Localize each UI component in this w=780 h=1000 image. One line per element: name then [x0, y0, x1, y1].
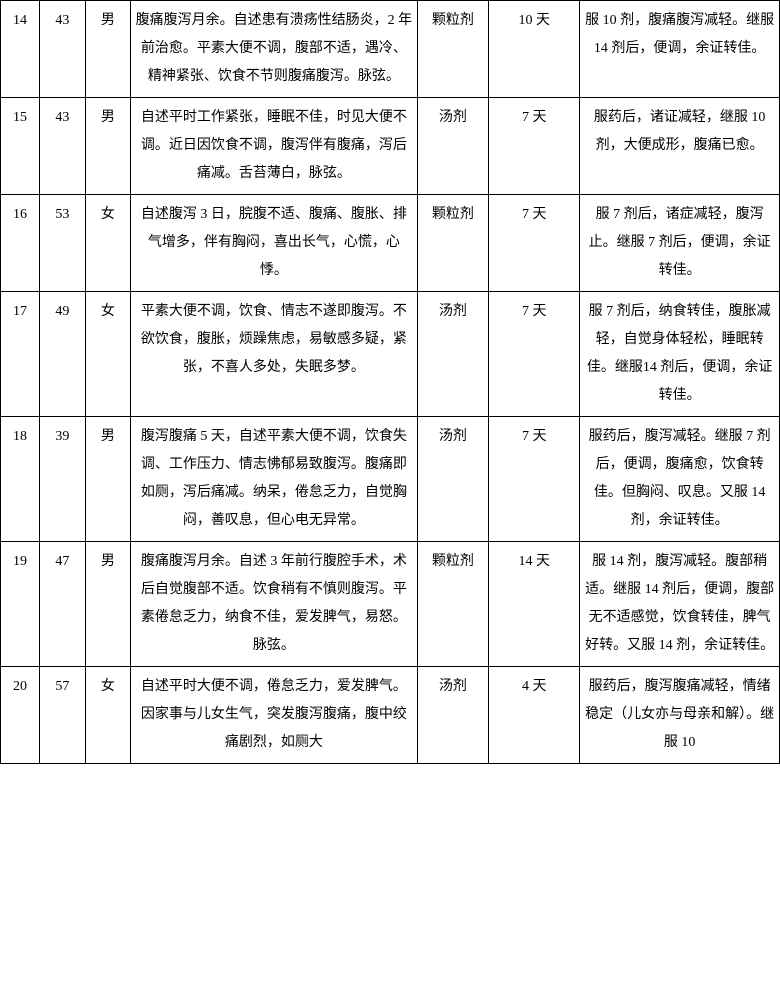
cell-outcome: 服药后，腹泻减轻。继服 7 剂后，便调，腹痛愈，饮食转佳。但胸闷、叹息。又服 1… — [580, 417, 780, 542]
cell-age: 39 — [40, 417, 86, 542]
cell-days: 4 天 — [489, 667, 580, 764]
cell-no: 17 — [1, 292, 40, 417]
cell-age: 53 — [40, 195, 86, 292]
cell-days: 7 天 — [489, 292, 580, 417]
cell-sex: 女 — [85, 292, 131, 417]
cell-form: 汤剂 — [417, 292, 489, 417]
cell-no: 20 — [1, 667, 40, 764]
cell-form: 汤剂 — [417, 417, 489, 542]
table-row: 1947男腹痛腹泻月余。自述 3 年前行腹腔手术，术后自觉腹部不适。饮食稍有不慎… — [1, 542, 780, 667]
table-row: 1839男腹泻腹痛 5 天，自述平素大便不调，饮食失调、工作压力、情志怫郁易致腹… — [1, 417, 780, 542]
cell-outcome: 服药后，诸证减轻，继服 10 剂，大便成形，腹痛已愈。 — [580, 98, 780, 195]
cell-sex: 男 — [85, 542, 131, 667]
cell-days: 10 天 — [489, 1, 580, 98]
clinical-cases-table: 1443男腹痛腹泻月余。自述患有溃疡性结肠炎，2 年前治愈。平素大便不调，腹部不… — [0, 0, 780, 764]
table-row: 1543男自述平时工作紧张，睡眠不佳，时见大便不调。近日因饮食不调，腹泻伴有腹痛… — [1, 98, 780, 195]
cell-form: 汤剂 — [417, 98, 489, 195]
cell-sex: 男 — [85, 1, 131, 98]
table-row: 2057女自述平时大便不调，倦怠乏力，爱发脾气。因家事与儿女生气，突发腹泻腹痛，… — [1, 667, 780, 764]
cell-no: 15 — [1, 98, 40, 195]
cell-age: 43 — [40, 1, 86, 98]
cell-desc: 自述腹泻 3 日，脘腹不适、腹痛、腹胀、排气增多，伴有胸闷，喜出长气，心慌，心悸… — [131, 195, 417, 292]
cell-form: 颗粒剂 — [417, 542, 489, 667]
cell-desc: 腹泻腹痛 5 天，自述平素大便不调，饮食失调、工作压力、情志怫郁易致腹泻。腹痛即… — [131, 417, 417, 542]
cell-desc: 腹痛腹泻月余。自述患有溃疡性结肠炎，2 年前治愈。平素大便不调，腹部不适，遇冷、… — [131, 1, 417, 98]
cell-no: 16 — [1, 195, 40, 292]
cell-sex: 女 — [85, 667, 131, 764]
cell-outcome: 服 7 剂后，诸症减轻，腹泻止。继服 7 剂后，便调，余证转佳。 — [580, 195, 780, 292]
cell-no: 19 — [1, 542, 40, 667]
cell-outcome: 服药后，腹泻腹痛减轻，情绪稳定（儿女亦与母亲和解）。继服 10 — [580, 667, 780, 764]
cell-form: 颗粒剂 — [417, 1, 489, 98]
cell-days: 7 天 — [489, 417, 580, 542]
cell-age: 49 — [40, 292, 86, 417]
cell-no: 14 — [1, 1, 40, 98]
cell-form: 颗粒剂 — [417, 195, 489, 292]
cell-outcome: 服 14 剂，腹泻减轻。腹部稍适。继服 14 剂后，便调，腹部无不适感觉，饮食转… — [580, 542, 780, 667]
cell-days: 14 天 — [489, 542, 580, 667]
cell-sex: 男 — [85, 98, 131, 195]
table-row: 1653女自述腹泻 3 日，脘腹不适、腹痛、腹胀、排气增多，伴有胸闷，喜出长气，… — [1, 195, 780, 292]
cell-desc: 腹痛腹泻月余。自述 3 年前行腹腔手术，术后自觉腹部不适。饮食稍有不慎则腹泻。平… — [131, 542, 417, 667]
page-container: 1443男腹痛腹泻月余。自述患有溃疡性结肠炎，2 年前治愈。平素大便不调，腹部不… — [0, 0, 780, 764]
cell-desc: 自述平时工作紧张，睡眠不佳，时见大便不调。近日因饮食不调，腹泻伴有腹痛，泻后痛减… — [131, 98, 417, 195]
cell-age: 43 — [40, 98, 86, 195]
cell-age: 57 — [40, 667, 86, 764]
cell-days: 7 天 — [489, 98, 580, 195]
cell-no: 18 — [1, 417, 40, 542]
table-row: 1749女平素大便不调，饮食、情志不遂即腹泻。不欲饮食，腹胀，烦躁焦虑，易敏感多… — [1, 292, 780, 417]
cell-form: 汤剂 — [417, 667, 489, 764]
cell-desc: 平素大便不调，饮食、情志不遂即腹泻。不欲饮食，腹胀，烦躁焦虑，易敏感多疑，紧张，… — [131, 292, 417, 417]
cell-days: 7 天 — [489, 195, 580, 292]
cell-outcome: 服 10 剂，腹痛腹泻减轻。继服 14 剂后，便调，余证转佳。 — [580, 1, 780, 98]
table-row: 1443男腹痛腹泻月余。自述患有溃疡性结肠炎，2 年前治愈。平素大便不调，腹部不… — [1, 1, 780, 98]
cell-desc: 自述平时大便不调，倦怠乏力，爱发脾气。因家事与儿女生气，突发腹泻腹痛，腹中绞痛剧… — [131, 667, 417, 764]
cell-sex: 女 — [85, 195, 131, 292]
cell-age: 47 — [40, 542, 86, 667]
cell-sex: 男 — [85, 417, 131, 542]
cell-outcome: 服 7 剂后，纳食转佳，腹胀减轻，自觉身体轻松，睡眠转佳。继服14 剂后，便调，… — [580, 292, 780, 417]
